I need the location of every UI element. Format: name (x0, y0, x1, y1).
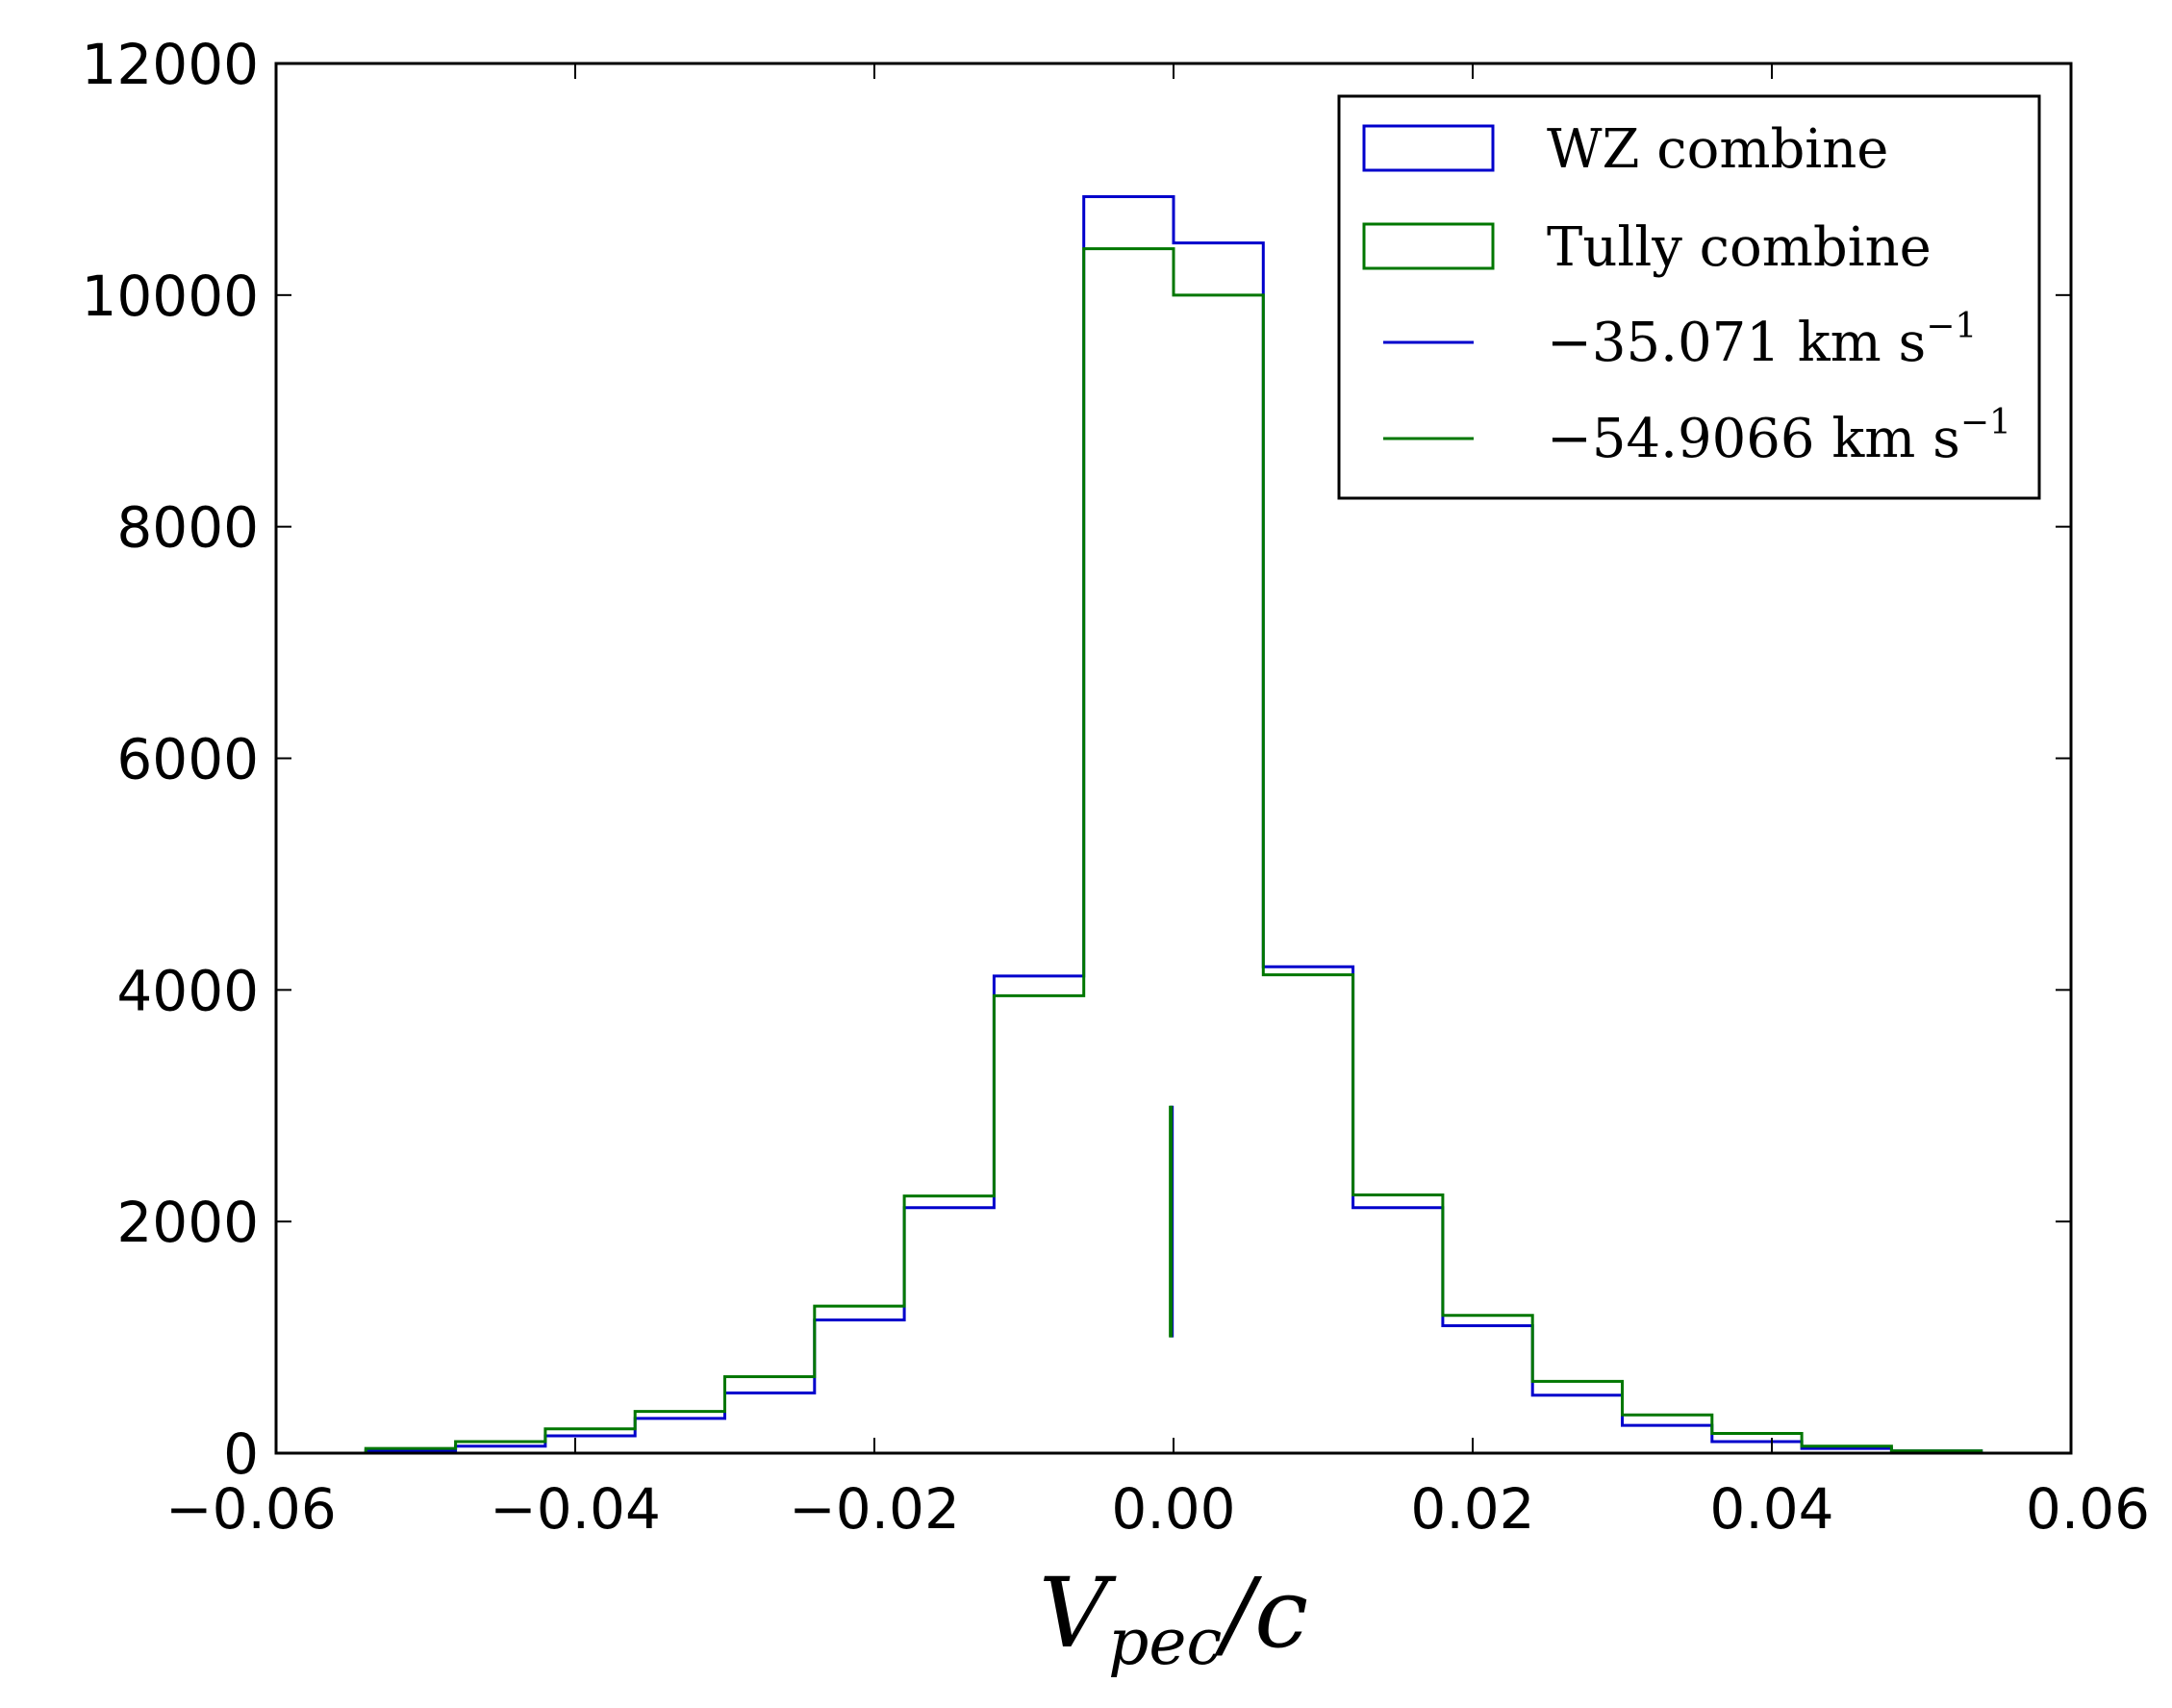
legend-mean-tully-exp: −1 (1960, 403, 2011, 442)
series-layer (364, 194, 1983, 1453)
ticks-layer: −0.06 −0.04 −0.02 0.00 0.02 0.04 0.06 0 2000 4000… (81, 32, 2150, 1542)
x-tick-label-6: 0.06 (2026, 1476, 2150, 1542)
histogram-series-0 (364, 194, 1983, 1453)
y-tick-label-4: 8000 (116, 495, 259, 561)
legend-label-wz-combine: WZ combine (1547, 118, 1888, 181)
x-axis-title-main: V (1039, 1557, 1117, 1670)
legend-mean-wz-unit: km s (1798, 312, 1927, 374)
x-tick-label-5: 0.04 (1709, 1476, 1833, 1542)
x-tick-label-0: −0.06 (165, 1476, 337, 1542)
legend-mean-tully-value: −54.9066 (1547, 408, 1815, 470)
y-tick-label-5: 10000 (81, 264, 259, 329)
x-axis-title-subscript: pec (1108, 1605, 1222, 1679)
legend-patch-tully-combine (1362, 222, 1495, 270)
legend-frame (1337, 94, 2041, 500)
y-tick-label-2: 4000 (116, 958, 259, 1023)
legend-mean-tully-unit: km s (1831, 408, 1960, 470)
x-tick-label-4: 0.02 (1410, 1476, 1534, 1542)
y-tick-label-0: 0 (223, 1421, 259, 1487)
legend-mean-wz-exp: −1 (1926, 307, 1977, 346)
legend-label-mean-wz: −35.071 km s−1 (1547, 307, 1977, 374)
x-tick-label-3: 0.00 (1111, 1476, 1235, 1542)
legend-label-mean-tully: −54.9066 km s−1 (1547, 403, 2011, 470)
mean-lines-layer (1169, 1105, 1174, 1338)
y-tick-label-3: 6000 (116, 727, 259, 792)
y-tick-label-6: 12000 (81, 32, 259, 97)
y-tick-label-1: 2000 (116, 1190, 259, 1255)
legend-mean-wz-value: −35.071 (1547, 312, 1781, 374)
histogram-series-1 (364, 247, 1983, 1453)
legend-label-tully-combine: Tully combine (1547, 216, 1932, 279)
x-axis-title-suffix: /c (1214, 1557, 1308, 1670)
legend: WZ combine Tully combine −35.071 km s−1 … (1337, 94, 2041, 500)
x-tick-label-1: −0.04 (490, 1476, 661, 1542)
x-axis-title: Vpec/c (1039, 1557, 1308, 1679)
legend-patch-wz-combine (1362, 124, 1495, 172)
x-tick-label-2: −0.02 (789, 1476, 960, 1542)
